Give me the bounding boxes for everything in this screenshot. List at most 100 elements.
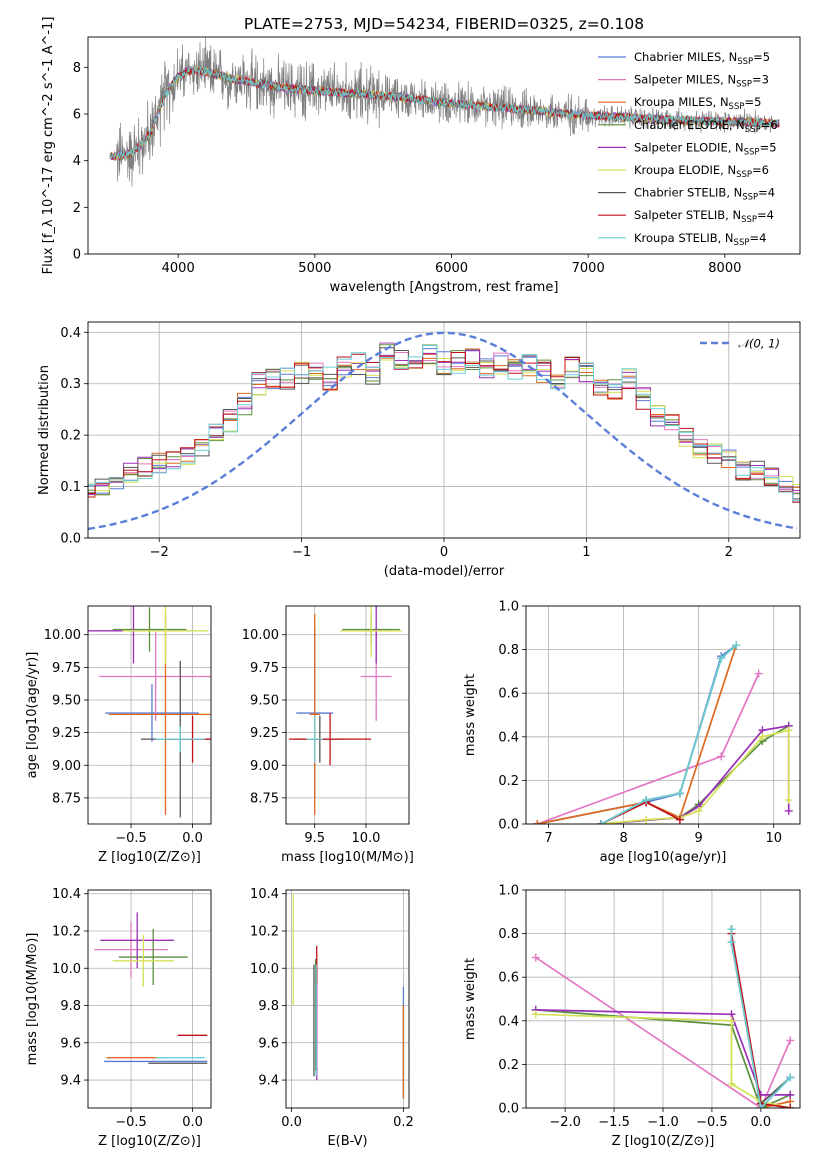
x-tick-label: 0.0 (751, 1115, 772, 1130)
x-tick-label: −0.5 (115, 1115, 147, 1130)
y-axis-label: age [log10(age/yr)] (25, 652, 40, 779)
weight-line-5 (535, 1009, 791, 1096)
y-tick-label: 9.4 (60, 1074, 81, 1089)
axes-frame (285, 889, 410, 1109)
weight-marker (786, 1090, 795, 1099)
y-tick-label: 1.0 (498, 884, 519, 899)
x-tick-label: 7000 (572, 261, 605, 276)
weight-marker (784, 796, 793, 805)
y-tick-label: 8.75 (52, 791, 81, 806)
x-axis-label: E(B-V) (327, 1134, 367, 1149)
weight-marker (786, 1036, 795, 1045)
residual-histogram-5 (88, 350, 800, 495)
panel-mass-weight-vs-z: −2.0 −1.5 −1.0 −0.5 0.0 0.0 0.2 0.4 0.6 0.8 1.0 Z [… (463, 884, 801, 1149)
plot-area (531, 925, 795, 1108)
y-tick-label: 9.50 (250, 693, 279, 708)
legend-label: Chabrier STELIB, NSSP=4 (634, 186, 775, 203)
y-tick-label: 0.0 (498, 818, 519, 833)
axes-frame (87, 889, 212, 1109)
x-tick-label: 0.2 (393, 1115, 414, 1130)
weight-marker (786, 1104, 795, 1108)
y-tick-label: 2 (73, 201, 81, 216)
y-tick-label: 0.0 (498, 1102, 519, 1117)
x-tick-label: −1 (292, 545, 311, 560)
y-tick-label: 10.0 (52, 962, 81, 977)
axes-frame (285, 605, 410, 825)
x-tick-label: −0.5 (115, 831, 147, 846)
plot-area (94, 912, 208, 1064)
weight-line-3 (537, 644, 738, 824)
y-tick-label: 9.75 (250, 661, 279, 676)
x-axis-label: Z [log10(Z/Z⊙)] (98, 850, 201, 865)
weight-marker (758, 732, 767, 741)
y-tick-label: 9.8 (60, 999, 81, 1014)
weight-marker (531, 1010, 540, 1019)
legend: Chabrier MILES, NSSP=5 Salpeter MILES, NS… (598, 50, 778, 248)
x-axis-label: Z [log10(Z/Z⊙)] (612, 1134, 715, 1149)
weight-marker (531, 953, 540, 962)
x-tick-label: 5000 (298, 261, 331, 276)
model-spectrum-9 (109, 65, 780, 160)
x-axis-label: mass [log10(M/M⊙)] (281, 850, 414, 865)
y-tick-label: 0.4 (60, 326, 81, 341)
y-tick-label: 0 (73, 248, 81, 263)
x-tick-label: −0.5 (696, 1115, 728, 1130)
y-tick-label: 0.4 (498, 1014, 519, 1029)
x-tick-label: 8000 (708, 261, 741, 276)
residual-histogram-9 (88, 345, 800, 501)
y-tick-label: 0.3 (60, 377, 81, 392)
y-tick-label: 10.00 (44, 628, 81, 643)
y-axis-label: mass weight (463, 674, 478, 756)
y-tick-label: 0.1 (60, 480, 81, 495)
y-tick-label: 1.0 (498, 600, 519, 615)
y-tick-label: 9.6 (258, 1036, 279, 1051)
legend-label: Chabrier MILES, NSSP=5 (634, 50, 770, 67)
weight-line-2 (535, 956, 791, 1108)
y-tick-label: 6 (73, 108, 81, 123)
y-tick-label: 9.75 (52, 661, 81, 676)
legend-label: Kroupa STELIB, NSSP=4 (634, 231, 766, 248)
x-tick-label: 0.0 (182, 831, 203, 846)
y-axis-label: Flux [f_λ 10^-17 erg cm^-2 s^-1 A^-1] (41, 17, 56, 275)
panel-age-vs-mass: 9.5 10.0 8.75 9.00 9.25 9.50 9.75 10.00 mass [lo… (242, 605, 414, 865)
y-tick-label: 0.8 (498, 643, 519, 658)
legend-label: 𝒩(0, 1) (738, 337, 780, 351)
legend-label: Kroupa ELODIE, NSSP=6 (634, 163, 769, 180)
y-tick-label: 0.6 (498, 687, 519, 702)
plot-area (289, 606, 402, 815)
x-tick-label: 9.5 (304, 831, 325, 846)
legend-label: Chabrier ELODIE, NSSP=6 (634, 118, 778, 135)
axes-frame (87, 605, 212, 825)
model-spectrum-6 (109, 64, 780, 160)
x-tick-label: 9 (695, 831, 703, 846)
y-tick-label: 9.00 (250, 759, 279, 774)
y-axis-label: mass [log10(M/M⊙)] (25, 933, 40, 1066)
weight-marker (694, 806, 703, 815)
x-tick-label: 0.0 (281, 1115, 302, 1130)
x-tick-label: 10 (765, 831, 782, 846)
weight-marker (675, 815, 684, 824)
weight-marker (784, 806, 793, 815)
y-tick-label: 8.75 (250, 791, 279, 806)
weight-marker (533, 820, 542, 824)
weight-marker (727, 1080, 736, 1089)
x-tick-label: 0.0 (182, 1115, 203, 1130)
y-axis-label: Normed distribution (37, 365, 52, 495)
y-tick-label: 0.6 (498, 971, 519, 986)
x-axis-label: wavelength [Angstrom, rest frame] (330, 280, 559, 295)
residual-histogram-7 (88, 347, 800, 500)
legend-label: Salpeter STELIB, NSSP=4 (634, 208, 774, 225)
weight-marker (756, 1104, 765, 1108)
weight-marker (675, 789, 684, 798)
axes-frame (87, 36, 801, 255)
y-tick-label: 10.2 (250, 924, 279, 939)
panel-spectrum: 4000 5000 6000 7000 8000 0 2 4 6 8 wavelength [Ang… (41, 17, 801, 295)
y-tick-label: 10.2 (52, 924, 81, 939)
weight-marker (642, 796, 651, 805)
weight-line-9 (730, 929, 791, 1108)
x-tick-label: 10.0 (351, 831, 380, 846)
x-axis-label: (data-model)/error (384, 564, 505, 579)
x-tick-label: −1.0 (647, 1115, 679, 1130)
weight-marker (727, 938, 736, 947)
